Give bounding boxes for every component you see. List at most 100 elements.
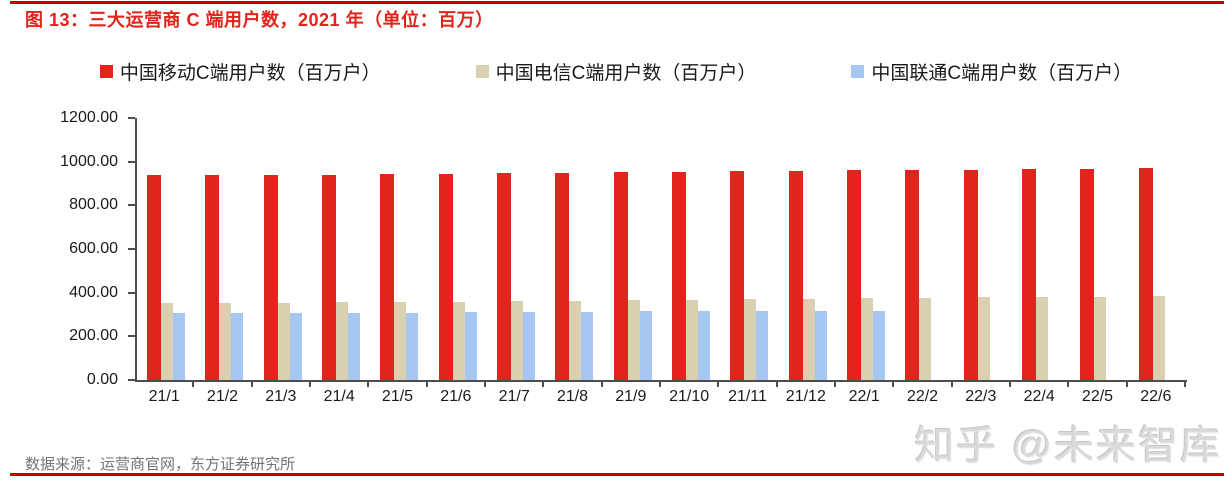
bar-series1-21/8 [569,300,582,380]
x-axis-tick-label: 22/3 [965,388,997,405]
bar-series0-21/3 [263,175,278,380]
x-axis-tick-label: 21/5 [381,388,414,405]
bar-series0-21/7 [497,173,512,380]
legend-item-2: 中国联通C端用户数（百万户） [851,58,1132,85]
bar-series1-22/5 [1094,296,1107,380]
bar-group-21/7 [487,118,545,380]
bar-series1-21/2 [219,302,232,380]
plot-area [135,118,1187,382]
bar-series0-21/5 [380,174,395,380]
x-axis-tick-mark [1067,382,1070,387]
y-axis-tick-mark [128,248,135,250]
bar-group-21/11 [720,118,778,380]
x-axis-tick-label: 22/2 [906,388,939,405]
x-axis-tick-label: 21/2 [206,388,239,405]
top-accent-rule [10,1,1224,4]
legend-label: 中国联通C端用户数（百万户） [871,63,1133,84]
x-axis-tick-mark [892,382,895,387]
bar-series1-22/1 [861,298,874,380]
bar-series1-22/3 [977,297,990,380]
y-axis-tick-label: 600.00 [69,240,118,257]
y-axis-tick-label: 1200.00 [60,109,118,126]
x-axis-tick-label: 21/8 [556,388,589,405]
chart-title: 图 13：三大运营商 C 端用户数，2021 年（单位：百万） [25,10,494,30]
y-axis-tick-label: 1000.00 [60,152,118,170]
bar-group-21/10 [662,118,720,380]
x-axis-tick-label: 22/6 [1140,388,1172,405]
bar-series0-22/3 [963,169,978,380]
bar-series2-21/12 [814,310,827,380]
legend-swatch-icon [851,65,865,78]
x-axis-tick-mark [950,382,953,387]
bar-series0-21/2 [205,175,220,380]
x-axis-tick-mark [542,382,545,387]
x-axis-tick-mark [600,382,603,387]
bar-series1-22/4 [1036,297,1049,380]
bar-series0-22/5 [1080,168,1095,380]
bar-series2-21/8 [581,311,594,380]
bar-series0-21/4 [322,174,337,380]
watermark: 知乎 @未来智库 [914,424,1222,468]
legend-label: 中国电信C端用户数（百万户） [495,63,757,84]
x-axis-tick-mark [1125,382,1128,387]
y-axis-tick-label: 200.00 [69,327,118,345]
bar-series1-21/11 [744,299,757,380]
bar-group-21/6 [429,118,487,380]
bar-series2-21/5 [406,312,419,380]
bar-series2-22/1 [873,310,886,380]
bar-series1-21/9 [627,300,640,380]
bar-series2-21/2 [231,313,244,380]
x-axis-tick-mark [1184,382,1186,387]
y-axis-tick-mark [128,117,135,119]
bar-group-22/4 [1012,118,1070,380]
bar-series0-21/8 [555,172,570,380]
legend-swatch-icon [475,65,489,78]
bar-series0-22/4 [1022,169,1037,380]
x-axis-tick-label: 21/11 [728,388,767,405]
x-axis-tick-mark [192,382,195,387]
bar-series0-21/10 [672,171,687,380]
x-axis-tick-mark [484,382,486,387]
y-axis-tick-mark [128,160,135,163]
bar-series1-21/1 [161,303,174,380]
bar-series1-21/10 [686,299,699,380]
chart-legend: 中国移动C端用户数（百万户） 中国电信C端用户数（百万户） 中国联通C端用户数（百万… [0,58,1232,85]
bar-series1-21/3 [277,302,290,380]
x-axis-tick-label: 22/5 [1081,388,1114,405]
x-axis-tick-mark [717,382,720,387]
x-axis-tick-mark [775,382,778,387]
legend-swatch-icon [99,65,113,78]
x-axis-tick-label: 21/9 [615,388,647,405]
y-axis-tick-label: 800.00 [69,196,118,214]
bar-series0-21/1 [147,174,162,380]
y-axis-tick-mark [128,204,135,207]
bar-group-21/3 [254,118,312,380]
bar-group-21/1 [137,118,195,380]
bar-group-21/9 [604,118,662,380]
bar-series2-21/11 [756,311,769,380]
legend-label: 中国移动C端用户数（百万户） [119,63,381,84]
bar-series1-21/6 [452,301,465,380]
bar-group-22/2 [895,118,953,380]
legend-item-0: 中国移动C端用户数（百万户） [99,58,381,85]
x-axis-tick-label: 21/10 [669,388,710,405]
y-axis-tick-mark [128,379,135,381]
x-axis-tick-label: 21/3 [265,388,297,405]
y-axis-tick-label: 400.00 [69,283,118,301]
bar-series2-21/6 [464,312,477,380]
bar-series0-22/6 [1138,168,1153,380]
bar-series0-21/12 [788,171,803,380]
bar-group-21/2 [195,118,253,380]
x-axis-tick-mark [250,382,253,387]
y-axis-tick-label: 0.00 [86,371,118,388]
bar-group-22/1 [837,118,895,380]
x-axis-tick-label: 22/4 [1023,388,1055,405]
x-axis-tick-label: 21/12 [785,388,826,405]
y-axis-tick-mark [128,335,135,338]
bar-series1-22/6 [1152,296,1165,380]
x-axis-tick-label: 21/1 [148,388,180,405]
legend-item-1: 中国电信C端用户数（百万户） [475,58,757,85]
bar-series1-21/4 [336,302,349,380]
bar-series2-21/4 [348,312,361,380]
bottom-accent-rule [10,473,1224,476]
